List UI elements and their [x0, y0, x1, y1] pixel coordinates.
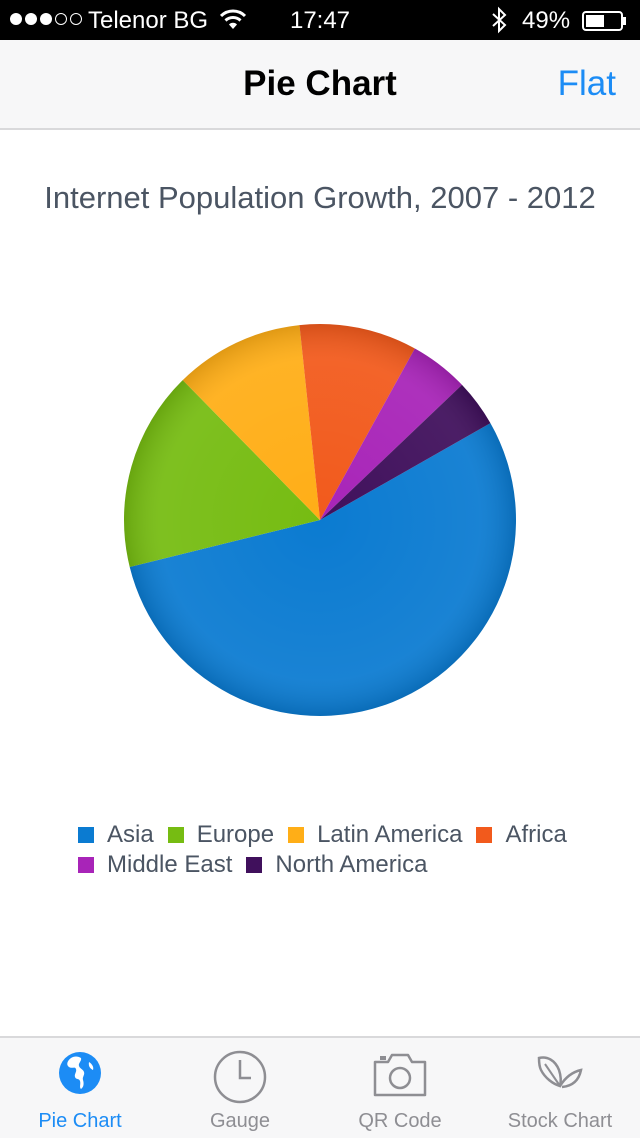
- legend-item-latin-america[interactable]: Latin America: [288, 821, 462, 849]
- legend-item-europe[interactable]: Europe: [167, 821, 275, 849]
- tab-gauge[interactable]: Gauge: [160, 1038, 320, 1138]
- legend-swatch: [288, 827, 305, 843]
- pie-chart: [123, 324, 517, 717]
- legend-item-north-america[interactable]: North America: [246, 851, 427, 879]
- legend-swatch: [476, 827, 493, 843]
- camera-icon: [372, 1050, 428, 1103]
- battery-percentage: 49%: [522, 7, 571, 34]
- legend-label: North America: [275, 851, 428, 878]
- tab-stock-chart[interactable]: Stock Chart: [480, 1038, 640, 1138]
- page-title: Pie Chart: [243, 64, 397, 103]
- bluetooth-icon: [490, 6, 508, 41]
- legend-swatch: [167, 827, 184, 843]
- legend-swatch: [78, 827, 94, 843]
- legend-row: Asia Europe Latin America Africa: [78, 820, 618, 850]
- leaf-icon: [535, 1050, 585, 1103]
- flat-button[interactable]: Flat: [557, 64, 616, 103]
- tab-qr-code[interactable]: QR Code: [320, 1038, 480, 1138]
- tab-label: QR Code: [358, 1110, 442, 1132]
- legend-swatch: [246, 857, 263, 873]
- clock: 17:47: [289, 7, 351, 34]
- status-bar: Telenor BG 17:47 49%: [0, 0, 640, 40]
- signal-strength-icon: [10, 7, 85, 31]
- tab-label: Pie Chart: [38, 1110, 122, 1132]
- battery-icon: [582, 10, 626, 31]
- globe-icon: [57, 1050, 103, 1101]
- tab-pie-chart[interactable]: Pie Chart: [0, 1038, 160, 1138]
- legend-item-middle-east[interactable]: Middle East: [78, 851, 232, 879]
- legend-item-africa[interactable]: Africa: [476, 821, 567, 849]
- legend-label: Asia: [107, 821, 154, 848]
- wifi-icon: [219, 8, 247, 37]
- legend-swatch: [78, 857, 94, 873]
- carrier-name: Telenor BG: [88, 7, 209, 34]
- legend-label: Middle East: [107, 851, 233, 878]
- legend-label: Latin America: [317, 821, 463, 848]
- tab-label: Stock Chart: [507, 1110, 613, 1132]
- chart-legend: Asia Europe Latin America Africa Middle …: [78, 820, 618, 880]
- legend-item-asia[interactable]: Asia: [78, 821, 154, 849]
- tab-bar: Pie Chart Gauge QR Code St: [0, 1036, 640, 1138]
- navigation-bar: Pie Chart Flat: [0, 40, 640, 130]
- legend-label: Europe: [196, 821, 275, 848]
- clock-icon: [213, 1050, 267, 1109]
- legend-label: Africa: [505, 821, 567, 848]
- chart-title: Internet Population Growth, 2007 - 2012: [44, 180, 596, 215]
- legend-row: Middle East North America: [78, 850, 618, 880]
- tab-label: Gauge: [209, 1110, 271, 1132]
